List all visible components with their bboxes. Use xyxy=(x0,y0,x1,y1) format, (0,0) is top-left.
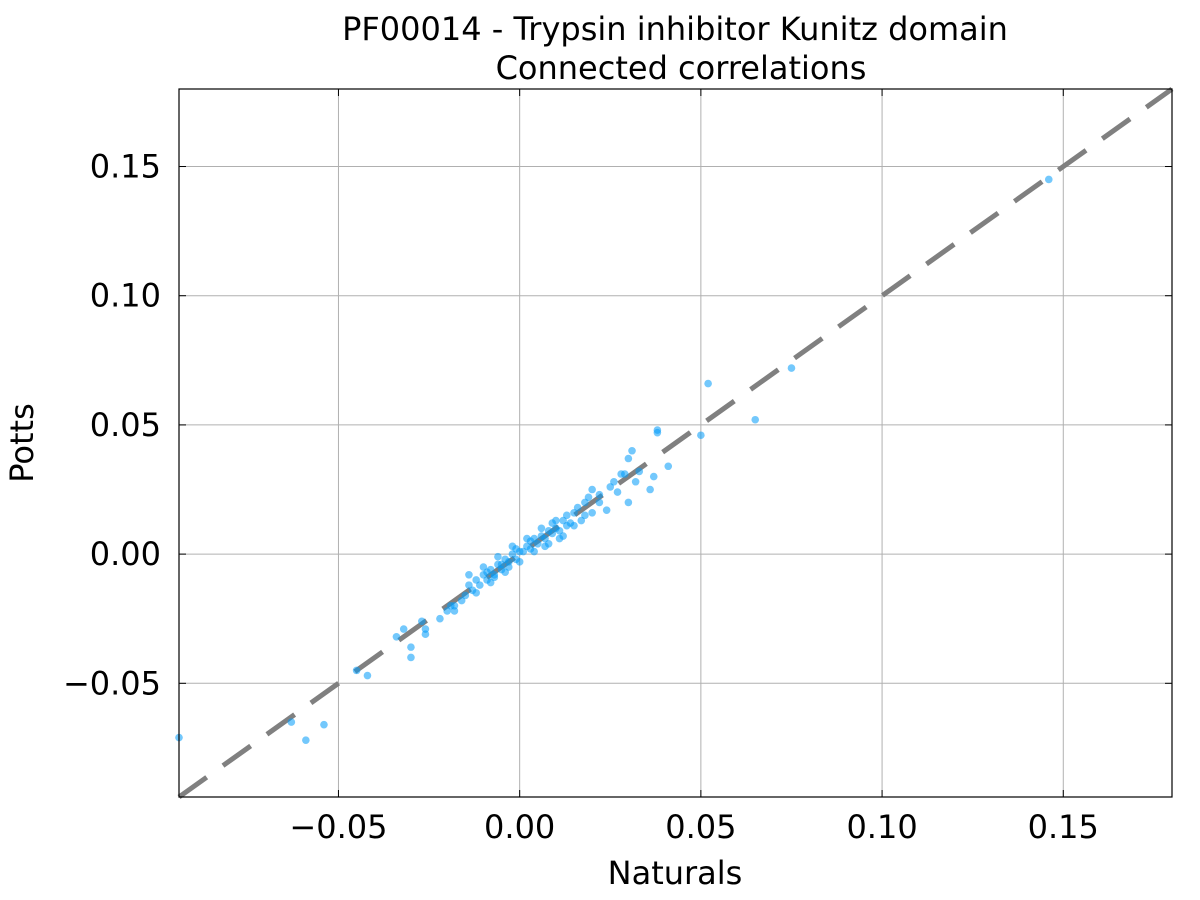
data-point xyxy=(363,671,372,680)
data-point xyxy=(570,508,578,517)
data-point xyxy=(697,431,705,440)
data-point xyxy=(649,472,658,481)
data-point xyxy=(287,718,296,726)
data-point xyxy=(570,521,578,530)
data-point xyxy=(418,617,426,626)
x-axis-ticks: −0.05 0.00 0.05 0.10 0.15 xyxy=(289,89,1099,846)
y-tick-label: 0.15 xyxy=(90,148,161,186)
data-point xyxy=(457,596,466,605)
data-point xyxy=(588,508,596,517)
y-tick-label: 0.10 xyxy=(90,277,161,315)
data-point xyxy=(631,477,640,486)
chart-subtitle: Connected correlations xyxy=(496,49,867,87)
data-point xyxy=(555,534,564,543)
data-point xyxy=(302,736,310,744)
y-tick-label: 0.00 xyxy=(90,535,161,573)
data-point xyxy=(497,560,506,569)
data-point xyxy=(352,666,361,675)
data-point xyxy=(624,454,633,463)
data-point xyxy=(581,498,589,507)
data-point xyxy=(624,498,633,507)
data-point xyxy=(494,552,502,561)
plot-frame xyxy=(178,88,1173,798)
data-point xyxy=(537,532,546,540)
data-point xyxy=(606,483,615,491)
grid-lines xyxy=(179,89,1172,797)
data-point xyxy=(595,498,604,507)
y-tick-label: −0.05 xyxy=(63,664,161,702)
data-point xyxy=(526,537,535,545)
data-point xyxy=(653,428,662,437)
y-tick-label: 0.05 xyxy=(90,406,161,444)
data-point xyxy=(483,568,491,576)
data-point xyxy=(544,527,553,535)
data-point xyxy=(751,415,760,424)
data-point xyxy=(704,379,712,388)
data-point xyxy=(548,519,557,527)
data-point xyxy=(541,542,549,551)
data-point xyxy=(421,630,430,639)
data-point xyxy=(628,446,636,455)
data-point xyxy=(1044,175,1053,184)
data-point xyxy=(490,573,499,582)
x-tick-label: 0.05 xyxy=(665,808,736,846)
data-point xyxy=(577,516,586,525)
data-point xyxy=(436,614,444,623)
data-point xyxy=(392,632,401,641)
data-point xyxy=(617,470,625,478)
x-axis-label: Naturals xyxy=(608,854,743,892)
data-point xyxy=(465,581,473,589)
data-point xyxy=(602,506,611,514)
data-point xyxy=(787,364,796,372)
data-point xyxy=(512,545,520,553)
y-axis-label: Potts xyxy=(3,403,41,483)
data-point xyxy=(320,720,328,729)
x-tick-label: 0.00 xyxy=(484,808,555,846)
y-axis-ticks: −0.05 0.00 0.05 0.10 0.15 xyxy=(63,148,1172,702)
data-points xyxy=(175,175,1053,744)
data-point xyxy=(635,467,644,476)
data-point xyxy=(447,601,455,610)
data-point xyxy=(595,490,604,499)
data-point xyxy=(613,488,622,496)
data-point xyxy=(472,576,480,584)
data-point xyxy=(562,511,571,520)
data-point xyxy=(407,653,415,662)
data-point xyxy=(588,485,596,494)
data-point xyxy=(472,589,480,597)
x-tick-label: −0.05 xyxy=(289,808,387,846)
data-point xyxy=(504,563,513,571)
data-point xyxy=(465,570,473,579)
diagonal-line xyxy=(177,86,1174,800)
data-point xyxy=(646,485,654,494)
reference-line xyxy=(177,86,1174,800)
data-point xyxy=(530,547,538,556)
data-point xyxy=(399,625,408,633)
data-point xyxy=(537,524,546,533)
chart-title: PF00014 - Trypsin inhibitor Kunitz domai… xyxy=(342,10,1008,48)
x-tick-label: 0.10 xyxy=(846,808,917,846)
data-point xyxy=(664,462,673,471)
data-point xyxy=(407,643,415,651)
x-tick-label: 0.15 xyxy=(1028,808,1099,846)
data-point xyxy=(515,558,524,566)
